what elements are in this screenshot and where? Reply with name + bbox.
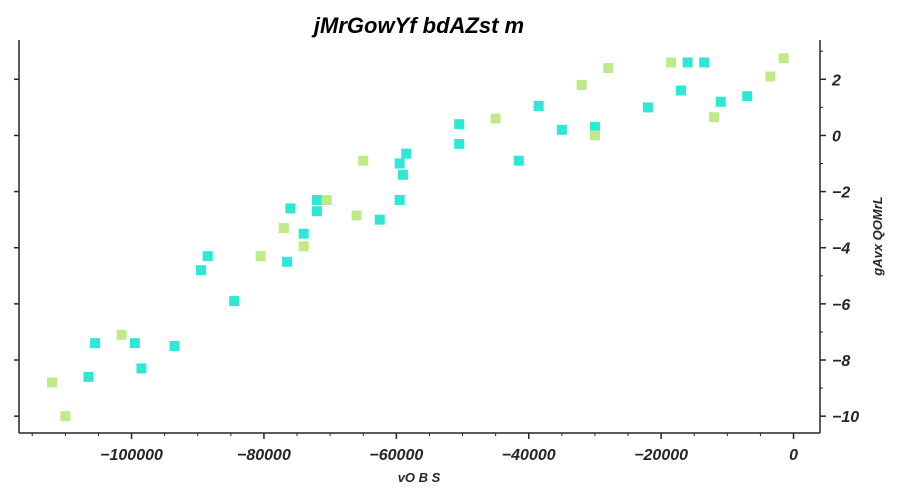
data-point-series-1 bbox=[401, 148, 412, 159]
data-point-series-1 bbox=[682, 57, 693, 68]
x-ticks: −100000 −80000 −60000 −40000 −20000 0 bbox=[31, 433, 798, 464]
data-point-series-1 bbox=[394, 158, 405, 169]
data-point-series-2 bbox=[666, 57, 677, 68]
data-point-series-1 bbox=[374, 214, 385, 225]
data-point-series-1 bbox=[298, 228, 309, 239]
data-point-series-2 bbox=[709, 112, 720, 123]
data-point-series-1 bbox=[282, 256, 293, 267]
data-point-series-2 bbox=[765, 71, 776, 82]
data-point-series-2 bbox=[60, 411, 71, 422]
data-point-series-2 bbox=[255, 251, 266, 262]
data-point-series-2 bbox=[589, 130, 600, 141]
data-point-series-2 bbox=[490, 113, 501, 124]
data-point-series-2 bbox=[321, 195, 332, 206]
data-point-series-1 bbox=[136, 363, 147, 374]
y-tick-label: 2 bbox=[831, 72, 841, 89]
data-point-series-1 bbox=[454, 119, 465, 130]
x-tick-label: −100000 bbox=[100, 447, 163, 464]
data-point-series-1 bbox=[169, 340, 180, 351]
x-tick-label: −20000 bbox=[634, 447, 688, 464]
y-tick-label: −10 bbox=[832, 409, 859, 426]
data-point-series-1 bbox=[715, 96, 726, 107]
data-point-series-1 bbox=[90, 338, 101, 349]
data-point-series-1 bbox=[642, 102, 653, 113]
x-tick-label: 0 bbox=[789, 447, 798, 464]
data-point-series-1 bbox=[675, 85, 686, 96]
data-point-series-2 bbox=[603, 63, 614, 74]
data-point-series-1 bbox=[699, 57, 710, 68]
x-tick-label: −80000 bbox=[237, 447, 291, 464]
data-point-series-1 bbox=[394, 195, 405, 206]
data-point-series-1 bbox=[589, 122, 600, 133]
data-point-series-2 bbox=[298, 241, 309, 252]
data-point-series-1 bbox=[229, 296, 240, 307]
data-point-series-2 bbox=[778, 53, 789, 64]
y-tick-label: 0 bbox=[832, 128, 841, 145]
data-point-series-1 bbox=[129, 338, 140, 349]
y-tick-label: −8 bbox=[832, 353, 850, 370]
data-point-series-1 bbox=[742, 91, 753, 102]
x-axis-label: vO B S bbox=[398, 470, 441, 485]
y-tick-label: −6 bbox=[832, 297, 850, 314]
y-axis-label: gAvx QOMrL bbox=[870, 196, 885, 277]
data-point-series-1 bbox=[196, 265, 207, 276]
data-point-series-1 bbox=[311, 206, 322, 217]
data-point-series-2 bbox=[576, 79, 587, 90]
axes bbox=[18, 40, 821, 434]
y-tick-label: −4 bbox=[832, 241, 850, 258]
data-points bbox=[47, 53, 789, 422]
x-tick-label: −40000 bbox=[502, 447, 556, 464]
data-point-series-1 bbox=[513, 155, 524, 166]
data-point-series-2 bbox=[358, 155, 369, 166]
data-point-series-1 bbox=[556, 124, 567, 135]
chart-title: jMrGowYf bdAZst m bbox=[311, 13, 524, 38]
data-point-series-1 bbox=[285, 203, 296, 214]
y-ticks: 2 0 −2 −4 −6 −8 −10 bbox=[14, 50, 859, 426]
data-point-series-1 bbox=[533, 100, 544, 111]
data-point-series-1 bbox=[202, 251, 213, 262]
data-point-series-2 bbox=[47, 377, 58, 388]
data-point-series-1 bbox=[311, 195, 322, 206]
data-point-series-1 bbox=[454, 138, 465, 149]
data-point-series-2 bbox=[278, 223, 289, 234]
data-point-series-1 bbox=[83, 371, 94, 382]
data-point-series-2 bbox=[351, 210, 362, 221]
y-tick-label: −2 bbox=[832, 185, 850, 202]
data-point-series-2 bbox=[116, 329, 127, 340]
x-tick-label: −60000 bbox=[369, 447, 423, 464]
data-point-series-1 bbox=[397, 169, 408, 180]
